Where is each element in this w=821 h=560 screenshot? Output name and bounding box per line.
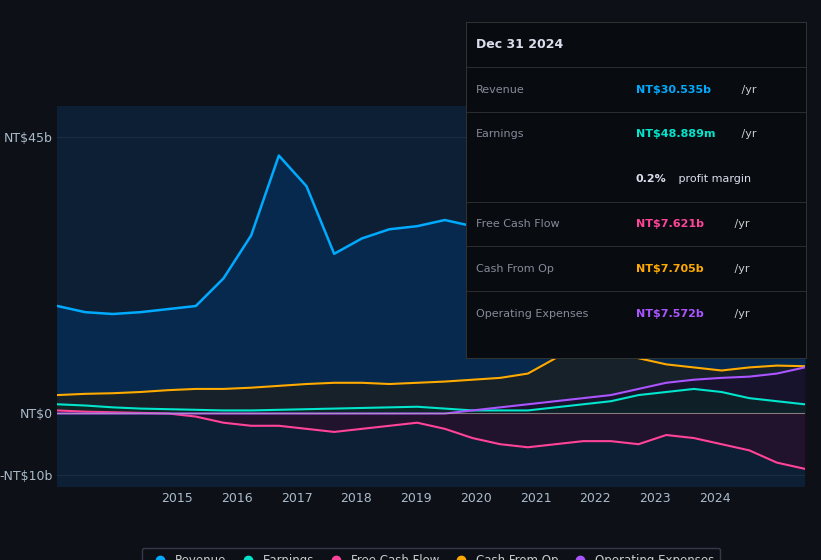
Text: /yr: /yr <box>738 129 757 139</box>
Text: Earnings: Earnings <box>475 129 525 139</box>
Text: 0.2%: 0.2% <box>635 174 667 184</box>
Text: /yr: /yr <box>732 309 750 319</box>
Text: Cash From Op: Cash From Op <box>475 264 553 274</box>
Text: NT$7.621b: NT$7.621b <box>635 219 704 229</box>
Text: Free Cash Flow: Free Cash Flow <box>475 219 559 229</box>
Text: Revenue: Revenue <box>475 85 525 95</box>
Text: NT$7.572b: NT$7.572b <box>635 309 704 319</box>
Text: profit margin: profit margin <box>675 174 751 184</box>
Text: NT$30.535b: NT$30.535b <box>635 85 711 95</box>
Text: NT$7.705b: NT$7.705b <box>635 264 704 274</box>
Text: /yr: /yr <box>738 85 757 95</box>
Legend: Revenue, Earnings, Free Cash Flow, Cash From Op, Operating Expenses: Revenue, Earnings, Free Cash Flow, Cash … <box>142 548 720 560</box>
Text: /yr: /yr <box>732 264 750 274</box>
Text: Operating Expenses: Operating Expenses <box>475 309 588 319</box>
Text: /yr: /yr <box>732 219 750 229</box>
Text: NT$48.889m: NT$48.889m <box>635 129 715 139</box>
Text: Dec 31 2024: Dec 31 2024 <box>475 38 563 52</box>
